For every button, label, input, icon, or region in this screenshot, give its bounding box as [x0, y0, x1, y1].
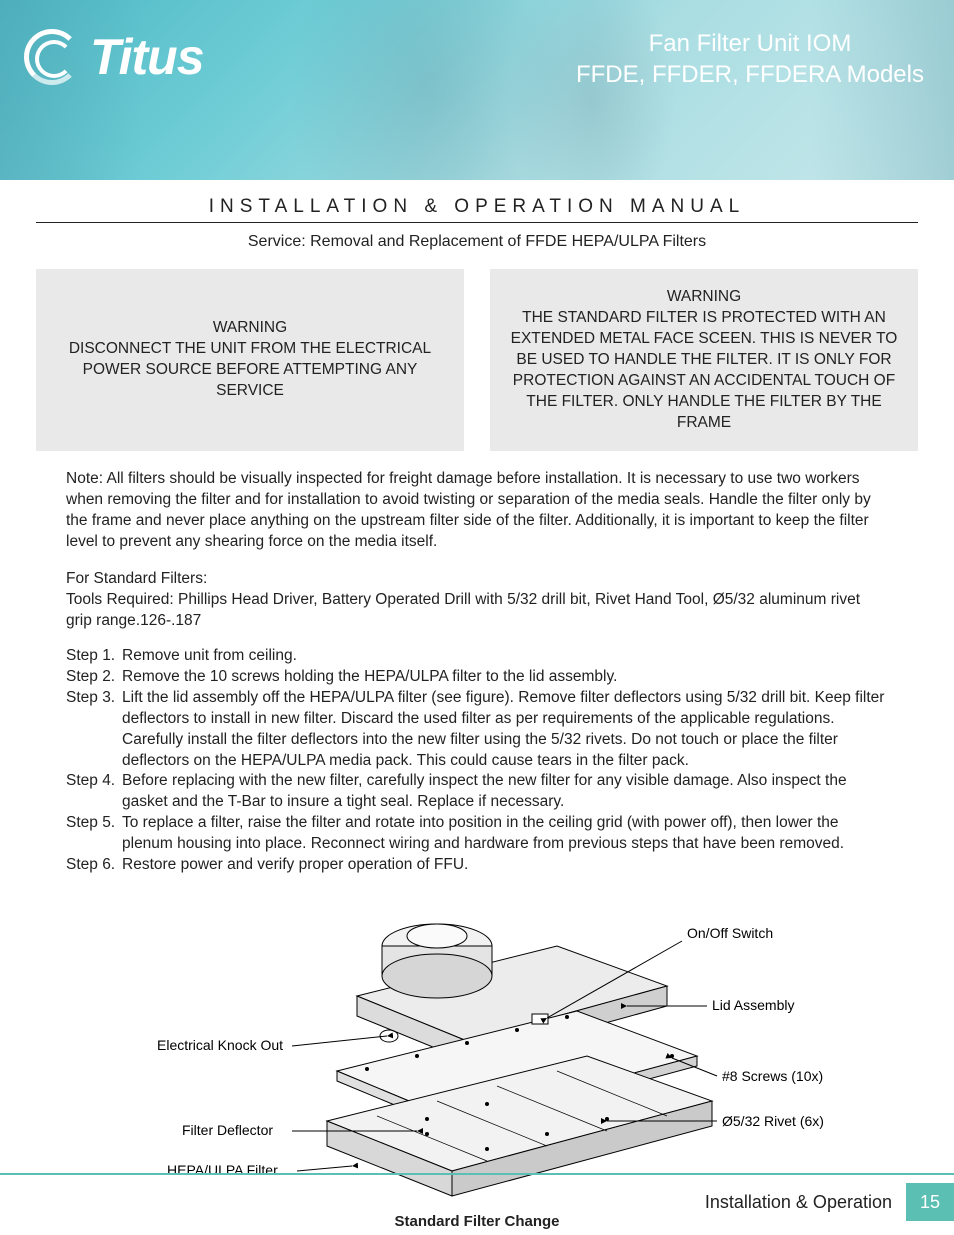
warning-heading: WARNING	[510, 287, 898, 308]
warning-row: WARNING DISCONNECT THE UNIT FROM THE ELE…	[0, 269, 954, 451]
warning-body: DISCONNECT THE UNIT FROM THE ELECTRICAL …	[56, 339, 444, 402]
step-label: Step 6.	[66, 855, 122, 876]
diagram: On/Off Switch Lid Assembly #8 Screws (10…	[66, 886, 888, 1232]
title-rule	[36, 222, 918, 223]
footer-label: Installation & Operation	[705, 1192, 906, 1213]
hero-line1: Fan Filter Unit IOM	[576, 28, 924, 59]
step-row: Step 6. Restore power and verify proper …	[66, 855, 888, 876]
label-lid: Lid Assembly	[712, 997, 794, 1013]
brand-logo: Titus	[24, 28, 204, 86]
step-text: Before replacing with the new filter, ca…	[122, 771, 888, 813]
step-row: Step 2. Remove the 10 screws holding the…	[66, 667, 888, 688]
label-knockout: Electrical Knock Out	[157, 1037, 283, 1053]
warning-box-left: WARNING DISCONNECT THE UNIT FROM THE ELE…	[36, 269, 464, 451]
footer-rule	[0, 1173, 954, 1175]
step-text: Restore power and verify proper operatio…	[122, 855, 888, 876]
step-label: Step 1.	[66, 646, 122, 667]
service-subtitle: Service: Removal and Replacement of FFDE…	[0, 233, 954, 251]
exploded-view-svg: On/Off Switch Lid Assembly #8 Screws (10…	[127, 886, 827, 1206]
warning-body: THE STANDARD FILTER IS PROTECTED WITH AN…	[510, 308, 898, 434]
step-text: Lift the lid assembly off the HEPA/ULPA …	[122, 688, 888, 772]
label-deflector: Filter Deflector	[182, 1122, 273, 1138]
diagram-caption: Standard Filter Change	[394, 1212, 559, 1232]
step-label: Step 4.	[66, 771, 122, 813]
step-row: Step 3. Lift the lid assembly off the HE…	[66, 688, 888, 772]
note-paragraph: Note: All filters should be visually ins…	[66, 469, 888, 553]
brand-name: Titus	[90, 28, 204, 86]
hero-banner: Titus Fan Filter Unit IOM FFDE, FFDER, F…	[0, 0, 954, 180]
note-text: All filters should be visually inspected…	[66, 470, 871, 550]
tools-required: Tools Required: Phillips Head Driver, Ba…	[66, 590, 888, 632]
hero-line2: FFDE, FFDER, FFDERA Models	[576, 59, 924, 90]
step-text: To replace a filter, raise the filter an…	[122, 813, 888, 855]
warning-box-right: WARNING THE STANDARD FILTER IS PROTECTED…	[490, 269, 918, 451]
label-filter: HEPA/ULPA Filter	[167, 1162, 278, 1178]
note-label: Note:	[66, 470, 103, 487]
label-onoff: On/Off Switch	[687, 925, 773, 941]
standard-filters-heading: For Standard Filters:	[66, 569, 888, 590]
page-number: 15	[906, 1183, 954, 1221]
step-label: Step 2.	[66, 667, 122, 688]
body-content: Note: All filters should be visually ins…	[0, 469, 954, 1232]
step-label: Step 3.	[66, 688, 122, 772]
manual-title: INSTALLATION & OPERATION MANUAL	[0, 196, 954, 218]
label-screws: #8 Screws (10x)	[722, 1068, 823, 1084]
step-row: Step 4. Before replacing with the new fi…	[66, 771, 888, 813]
hero-title: Fan Filter Unit IOM FFDE, FFDER, FFDERA …	[576, 28, 924, 90]
step-row: Step 1. Remove unit from ceiling.	[66, 646, 888, 667]
step-row: Step 5. To replace a filter, raise the f…	[66, 813, 888, 855]
step-text: Remove the 10 screws holding the HEPA/UL…	[122, 667, 888, 688]
label-rivet: Ø5/32 Rivet (6x)	[722, 1113, 824, 1129]
swirl-icon	[24, 29, 80, 85]
step-label: Step 5.	[66, 813, 122, 855]
step-text: Remove unit from ceiling.	[122, 646, 888, 667]
footer: Installation & Operation 15	[705, 1183, 954, 1221]
warning-heading: WARNING	[56, 318, 444, 339]
